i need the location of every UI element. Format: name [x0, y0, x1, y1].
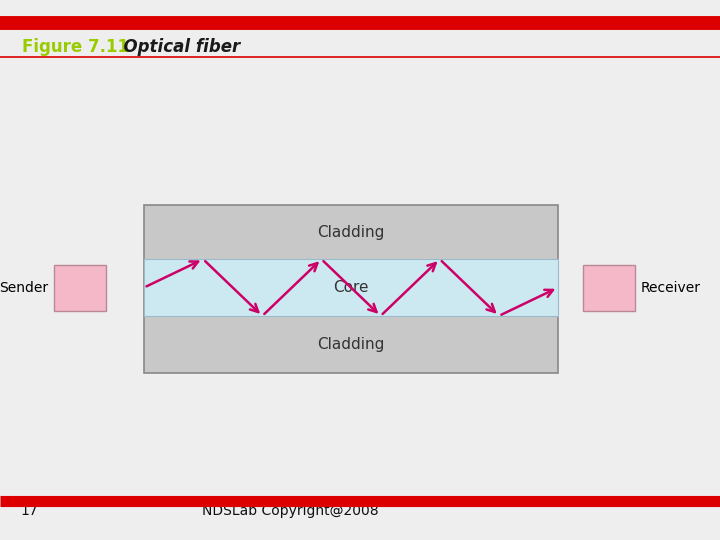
Text: Core: Core — [333, 280, 369, 295]
Text: Receiver: Receiver — [641, 281, 701, 295]
Bar — [54, 265, 106, 310]
Text: Cladding: Cladding — [318, 337, 384, 352]
Text: Sender: Sender — [0, 281, 48, 295]
Bar — [144, 205, 558, 373]
Text: Cladding: Cladding — [318, 225, 384, 240]
Text: NDSLab Copyright@2008: NDSLab Copyright@2008 — [202, 504, 378, 518]
Bar — [583, 265, 635, 310]
Text: Figure 7.11: Figure 7.11 — [22, 38, 129, 56]
Text: Optical fiber: Optical fiber — [112, 38, 240, 56]
Text: 17: 17 — [20, 504, 37, 518]
Bar — [144, 259, 558, 316]
